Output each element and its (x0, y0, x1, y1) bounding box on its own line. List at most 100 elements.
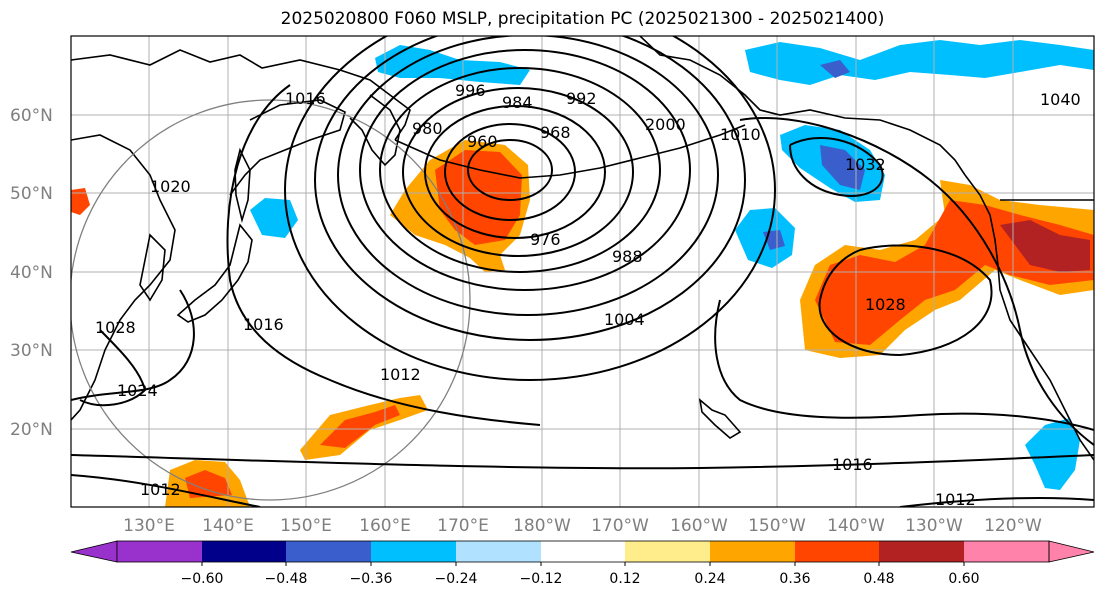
isobar-984 (402, 87, 634, 257)
isobar-992 (379, 67, 661, 273)
colorbar-tick-label: −0.36 (350, 571, 393, 587)
lon-label: 160°E (359, 516, 411, 536)
precip-neg-gulf-core (820, 145, 865, 190)
colorbar-segment (541, 541, 625, 562)
colorbar-tick-label: −0.24 (435, 571, 478, 587)
lon-label: 170°E (437, 516, 489, 536)
precip-blob-coast-dark (1000, 220, 1090, 272)
isobar-960 (467, 139, 553, 201)
colorbar-segment (117, 541, 202, 562)
contour-label: 1004 (604, 310, 645, 329)
mslp-contours (71, 36, 1094, 507)
contour-label: 968 (540, 123, 571, 142)
lon-label: 140°E (202, 516, 254, 536)
colorbar-tick-label: −0.48 (265, 571, 308, 587)
contour-label: 1012 (140, 480, 181, 499)
isobar-1012 (284, 36, 776, 381)
colorbar-segment (710, 541, 795, 562)
lat-label: 20°N (10, 420, 53, 440)
isobar-1012-south (71, 474, 261, 507)
isobar-1032 (789, 137, 884, 197)
isobar-968 (444, 123, 576, 221)
isobar-1016-west (226, 84, 541, 426)
coast-asia-north (71, 49, 411, 141)
isobar-1008 (314, 36, 746, 341)
lat-label: 50°N (10, 184, 53, 204)
colorbar-tick-label: −0.60 (181, 571, 224, 587)
lon-label: 120°W (984, 516, 1042, 536)
colorbar-segment (879, 541, 964, 562)
map-panel: 1016 996 984 992 980 960 968 2000 1010 1… (71, 36, 1094, 509)
lat-label: 60°N (10, 106, 53, 126)
coast-aleutians (394, 124, 746, 179)
coast-sakhalin (234, 147, 251, 224)
contour-label: 1012 (935, 490, 976, 509)
colorbar-tick-label: 0.24 (694, 571, 725, 587)
coast-japan (176, 223, 253, 323)
lat-label: 40°N (10, 263, 53, 283)
lon-label: 130°W (905, 516, 963, 536)
contour-label: 976 (530, 230, 561, 249)
contour-label: 988 (612, 247, 643, 266)
contour-label: 1010 (720, 125, 761, 144)
contour-label: 1016 (243, 315, 284, 334)
colorbar-segment (286, 541, 371, 562)
precip-neg-north (375, 45, 530, 85)
map-frame (70, 35, 1095, 508)
lon-label: 150°W (748, 516, 806, 536)
colorbar-segment (964, 541, 1049, 562)
lon-label: 150°E (280, 516, 332, 536)
colorbar-tick-label: 0.60 (948, 571, 979, 587)
colorbar-segment (371, 541, 456, 562)
lon-label: 180°W (513, 516, 571, 536)
colorbar-segment (456, 541, 541, 562)
precip-neg-mid (735, 208, 795, 268)
coast-hawaii (698, 398, 742, 439)
precip-blob-west (71, 188, 90, 215)
lat-label: 30°N (10, 341, 53, 361)
contour-label: 960 (467, 132, 498, 151)
coastlines (71, 36, 1094, 461)
coast-kamchatka (349, 94, 401, 167)
colorbar-segment (70, 540, 118, 563)
lon-axis: 130°E 140°E 150°E 160°E 170°E 180°W 170°… (123, 516, 1042, 536)
contour-label: 1028 (95, 318, 136, 337)
isobar-1020-west (71, 289, 195, 401)
contour-label: 1020 (150, 177, 191, 196)
isobar-1024 (79, 329, 147, 407)
coast-korea (139, 233, 166, 302)
contour-label: 2000 (645, 115, 686, 134)
contour-label: 1016 (285, 89, 326, 108)
contour-label: 1028 (865, 295, 906, 314)
contour-label: 1024 (117, 381, 158, 400)
contour-label-group: 1016 996 984 992 980 960 968 2000 1010 1… (95, 81, 1081, 509)
contour-label: 992 (566, 89, 597, 108)
contour-label: 1016 (832, 455, 873, 474)
map-title: 2025020800 F060 MSLP, precipitation PC (… (280, 9, 885, 29)
precip-neg-se (1025, 418, 1080, 490)
isobar-1012-se (899, 496, 1094, 507)
colorbar-frame (116, 540, 1050, 563)
coast-alaska (639, 36, 966, 176)
lon-label: 130°E (123, 516, 175, 536)
isobar-1004 (337, 36, 719, 316)
precip-blob-subtropical-core (320, 405, 400, 448)
isobar-1016-south (71, 454, 1094, 470)
isobar-1000 (359, 49, 691, 291)
colorbar-segment (1048, 540, 1095, 563)
contour-label: 1040 (1040, 90, 1081, 109)
colorbar-tick-label: 0.48 (863, 571, 894, 587)
precip-blob-sw-core (185, 470, 232, 498)
colorbar-ticks (201, 562, 965, 566)
colorbar-tick-label: −0.12 (520, 571, 563, 587)
projection-circle (71, 99, 471, 501)
isobar-ridge-east (739, 117, 1094, 446)
colorbar-segment (202, 541, 286, 562)
isobar-976 (424, 105, 606, 239)
contour-label: 1032 (845, 155, 886, 174)
colorbar-segment (625, 541, 710, 562)
colorbar-tick-label: 0.12 (609, 571, 640, 587)
precip-neg-alaska-core (820, 60, 850, 78)
lon-label: 160°W (670, 516, 728, 536)
